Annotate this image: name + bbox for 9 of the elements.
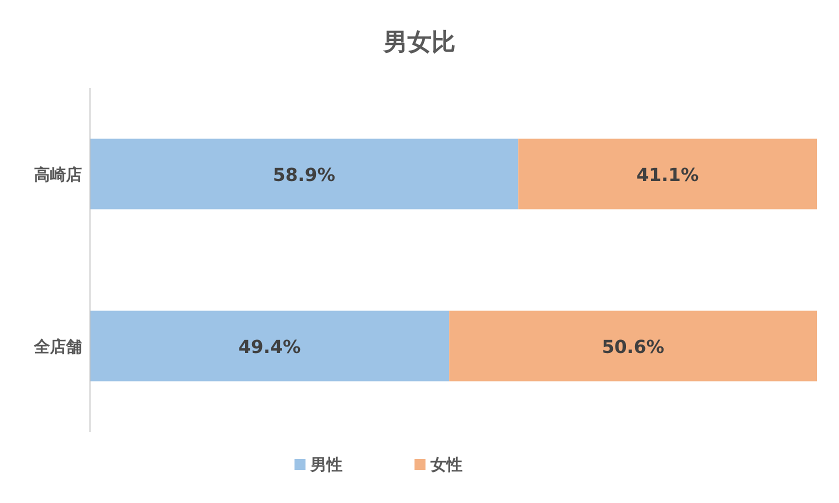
legend-label: 女性 [430,455,462,474]
y-tick-label: 全店舗 [33,337,82,356]
y-tick-label: 高崎店 [34,165,82,184]
data-label: 41.1% [636,165,699,186]
data-label: 58.9% [272,165,336,186]
data-label: 50.6% [602,337,664,358]
data-label: 49.4% [238,337,301,358]
legend-label: 男性 [310,455,342,474]
chart-title: 男女比 [382,28,456,56]
